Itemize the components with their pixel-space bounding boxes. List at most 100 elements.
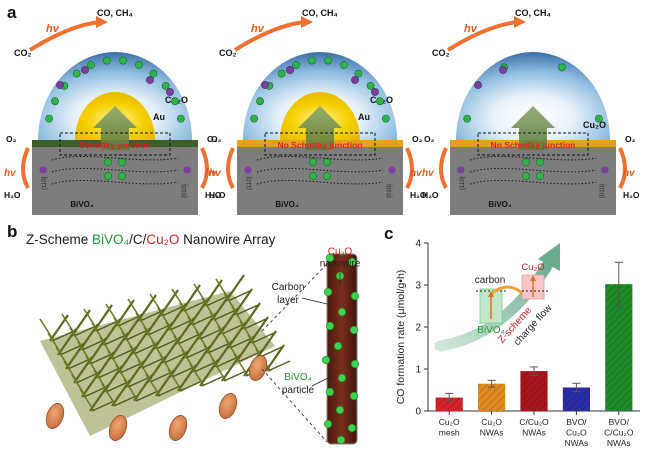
reaction-arrow [28, 20, 101, 52]
nanowire-strand [75, 372, 99, 384]
nanowire-strand [133, 343, 157, 355]
electron [307, 56, 316, 65]
nanowire-strand [161, 305, 185, 317]
bivo4-particle [349, 325, 359, 335]
bivo4-particle [325, 387, 335, 397]
junction-label: No Schottky junction [278, 140, 363, 150]
x-tick-label: Cu₂O [439, 417, 460, 427]
panel-b-letter: b [7, 222, 18, 241]
charge-path [51, 167, 179, 173]
nanowire-strand [149, 371, 173, 383]
schematic-2: BiVO₄{110}{010}AuCu₂ONo Schottky junctio… [209, 8, 427, 215]
electron [340, 61, 348, 69]
h2o-label: H₂O [422, 190, 439, 200]
electron [119, 56, 128, 65]
y-tick-label: 1 [415, 365, 421, 376]
photon-top-label: hv [46, 23, 60, 35]
bivo4-particle [335, 405, 345, 415]
side-arrow [226, 147, 235, 189]
h2o-label: H₂O [209, 190, 226, 200]
charge-transfer-arrow [298, 106, 342, 150]
nanowire-strand [259, 346, 283, 358]
nanowire-strand [211, 358, 227, 382]
reaction-arrow [446, 20, 519, 52]
bivo4-particle [323, 287, 333, 297]
inset-cu2o-label: Cu₂O [521, 262, 544, 273]
o2-label: O₂ [207, 134, 218, 144]
x-tick-label: Cu₂O [566, 428, 587, 438]
inset-carbon-label: carbon [475, 275, 506, 286]
side-arrow [439, 147, 448, 189]
hole [388, 166, 396, 174]
photon-side-label: hv [209, 168, 222, 179]
nanowire-strand [213, 309, 237, 321]
electron [277, 69, 286, 78]
label-bivo4: BiVO₄ [284, 372, 311, 383]
hole [499, 66, 507, 74]
nanowire-strand [191, 314, 215, 326]
electron [250, 114, 259, 123]
products-label: CO, CH₄ [515, 8, 551, 18]
electron [72, 69, 81, 78]
x-tick-label: NWAs [607, 438, 631, 448]
co2-label: CO₂ [219, 48, 237, 58]
bivo4-particle [347, 423, 357, 433]
nanowire-strand [127, 376, 151, 388]
nanowire-strand [205, 295, 229, 307]
carbon-pointer [301, 297, 328, 305]
y-tick-label: 4 [415, 239, 421, 250]
electron [354, 69, 363, 78]
hole [166, 88, 174, 96]
junction-box [59, 132, 171, 156]
title-prefix: Z-Scheme [26, 232, 93, 247]
electron [171, 97, 179, 106]
x-tick-label: NWAs [522, 428, 546, 438]
nanowire-strand [101, 383, 117, 407]
electron [104, 172, 112, 180]
schematic-1: BiVO₄{110}{010}AuCu₂OSchottky junctionCO… [4, 8, 222, 215]
hole [601, 166, 609, 174]
o2-label: O₂ [211, 134, 222, 144]
nanowire-strand [59, 344, 83, 356]
charge-flow-arrowhead [538, 243, 560, 271]
electron [292, 61, 300, 69]
photon-side-label: hv [623, 168, 636, 179]
hole [261, 81, 269, 89]
co2-label: CO₂ [432, 48, 450, 58]
h2o-label: H₂O [4, 190, 21, 200]
y-tick-label: 0 [415, 407, 421, 418]
x-tick-label: mesh [439, 428, 460, 438]
bivo4-substrate [450, 145, 616, 215]
electron [118, 158, 126, 166]
nanowire-strand [135, 390, 159, 402]
reaction-arrow [233, 20, 306, 52]
o2-label: O₂ [6, 134, 17, 144]
bar-hatch [562, 387, 590, 411]
nanowire-strand [79, 388, 95, 412]
au-label: Au [358, 112, 370, 122]
panel-a-diagrams: BiVO₄ {110} {010} Au Cu₂O Schottky junction CO… [4, 8, 640, 215]
nanowire-strand [103, 334, 127, 346]
nanowire-strand [119, 362, 143, 374]
charge-path [256, 155, 384, 161]
nanowire-strand [83, 386, 107, 398]
panel-c-letter: c [384, 224, 394, 243]
bivo4-particle [325, 253, 335, 263]
nanowire-strand [199, 328, 223, 340]
charge-path [256, 179, 384, 185]
nanowire-strand [171, 366, 195, 378]
electron [522, 158, 530, 166]
electron [558, 63, 566, 72]
bar-hatch [520, 371, 548, 411]
nanowire-strand [267, 360, 291, 372]
h2o-label: H₂O [410, 190, 427, 200]
bivo4-particle [350, 291, 360, 301]
nanowire-strand [215, 356, 239, 368]
h2o-label: H₂O [623, 190, 640, 200]
electron [51, 97, 59, 106]
bivo4-particle [321, 355, 331, 365]
nanowire-strand [51, 330, 75, 342]
cu2o-label: Cu₂O [583, 120, 606, 130]
nanowire-strand [141, 357, 165, 369]
o2-label: O₂ [625, 134, 636, 144]
